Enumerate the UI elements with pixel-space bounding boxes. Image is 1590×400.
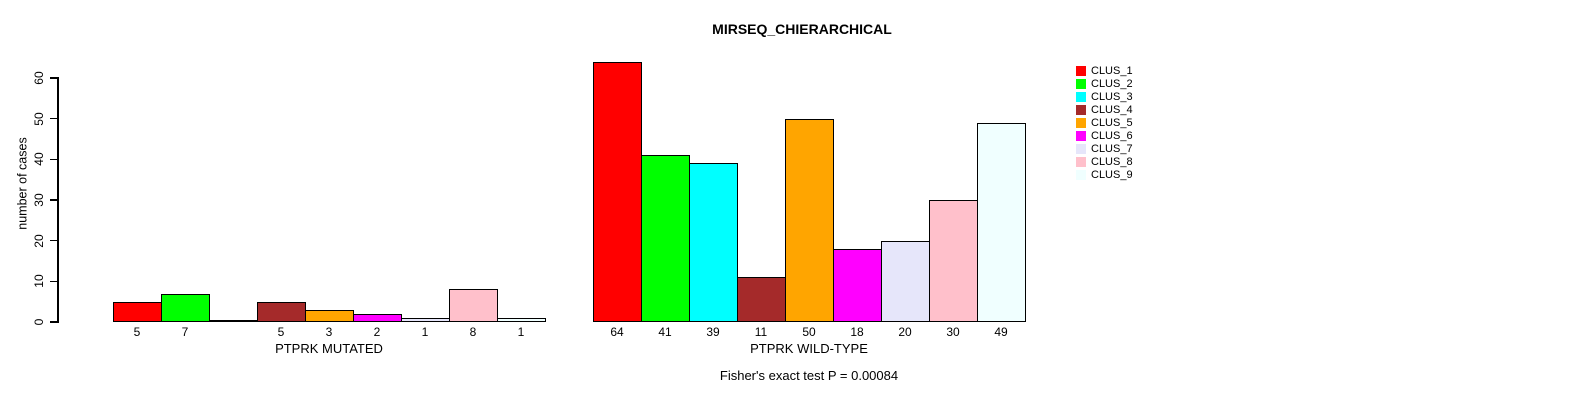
legend-label-clus_3: CLUS_3 [1091,91,1133,103]
y-axis-tick [50,117,57,120]
bar-clus_1 [593,62,642,322]
legend-label-clus_7: CLUS_7 [1091,143,1133,155]
legend-swatch-clus_4 [1076,105,1086,115]
bar-value-label: 7 [181,325,189,339]
bar-value-label: 30 [946,325,960,339]
bar-clus_8 [929,200,978,322]
legend-label-clus_1: CLUS_1 [1091,65,1133,77]
legend-swatch-clus_5 [1076,118,1086,128]
y-tick-label: 20 [32,233,46,248]
legend-swatch-clus_1 [1076,66,1086,76]
chart-title: MIRSEQ_CHIERARCHICAL [712,21,892,37]
bar-clus_9 [977,123,1026,322]
bar-clus_9 [497,318,546,322]
y-axis-line [57,77,59,323]
bar-clus_3 [689,163,738,322]
bar-clus_4 [737,277,786,322]
bar-clus_6 [353,314,402,322]
y-axis-tick [50,158,57,161]
bar-clus_5 [305,310,354,322]
y-axis-tick [50,239,57,242]
bar-value-label: 5 [133,325,141,339]
bar-value-label: 49 [994,325,1008,339]
legend-label-clus_8: CLUS_8 [1091,156,1133,168]
bar-clus_3 [209,320,258,322]
bar-value-label: 39 [706,325,720,339]
y-tick-label: 50 [32,111,46,126]
legend-swatch-clus_7 [1076,144,1086,154]
bar-value-label: 3 [325,325,333,339]
bar-value-label: 11 [754,325,768,339]
bar-value-label: 1 [517,325,525,339]
bar-clus_1 [113,302,162,322]
bar-clus_5 [785,119,834,322]
y-tick-label: 60 [32,71,46,85]
bar-value-label: 50 [802,325,816,339]
legend-label-clus_6: CLUS_6 [1091,130,1133,142]
bar-clus_7 [881,241,930,322]
y-tick-label: 10 [32,274,46,289]
legend-swatch-clus_8 [1076,157,1086,167]
x-axis-label-mutated: PTPRK MUTATED [275,341,383,356]
bar-clus_6 [833,249,882,322]
bar-clus_7 [401,318,450,322]
bar-value-label: 1 [421,325,429,339]
fisher-test-annotation: Fisher's exact test P = 0.00084 [719,368,899,383]
y-axis-tick [50,321,57,323]
x-axis-label-wildtype: PTPRK WILD-TYPE [750,341,868,356]
legend-label-clus_9: CLUS_9 [1091,169,1133,181]
bar-clus_8 [449,289,498,322]
bar-value-label: 5 [277,325,285,339]
y-tick-label: 40 [32,152,46,167]
legend-label-clus_4: CLUS_4 [1091,104,1133,116]
legend-swatch-clus_2 [1076,79,1086,89]
legend-label-clus_2: CLUS_2 [1091,78,1133,90]
y-tick-label: 30 [32,193,46,207]
bar-value-label: 18 [850,325,864,339]
y-axis-tick [50,199,57,201]
legend-label-clus_5: CLUS_5 [1091,117,1133,129]
bar-value-label: 64 [610,325,624,339]
bar-value-label: 2 [373,325,381,339]
bar-value-label: 41 [658,325,672,339]
legend-swatch-clus_9 [1076,170,1086,180]
y-axis-tick [50,77,57,79]
legend-swatch-clus_3 [1076,92,1086,102]
bar-value-label: 20 [898,325,912,339]
bar-clus_2 [641,155,690,322]
legend-swatch-clus_6 [1076,131,1086,141]
y-axis-label: number of cases [15,137,30,230]
y-tick-label: 0 [32,318,46,326]
bar-clus_4 [257,302,306,322]
bar-value-label: 8 [469,325,477,339]
bar-clus_2 [161,294,210,322]
y-axis-tick [50,280,57,283]
